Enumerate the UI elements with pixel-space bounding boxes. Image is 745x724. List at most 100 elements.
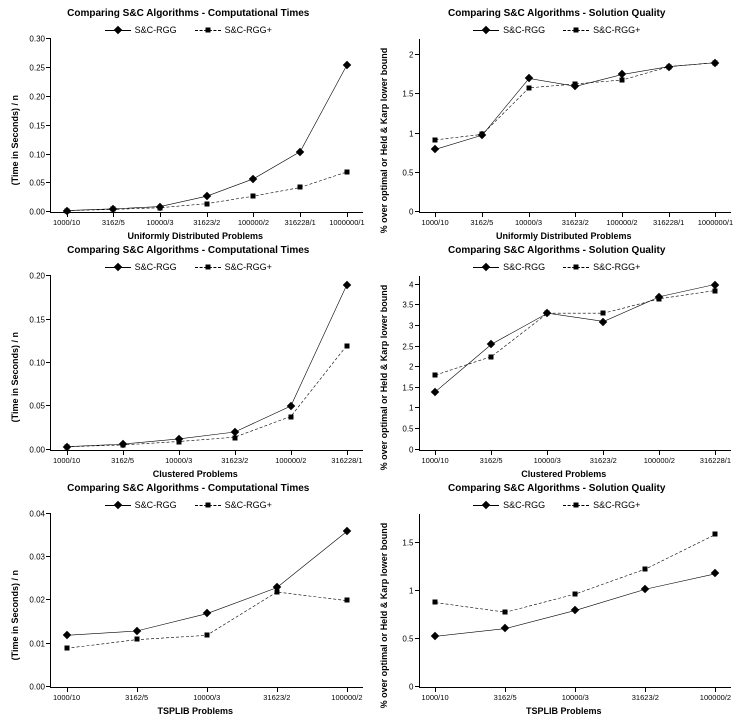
legend: S&C-RGGS&C-RGG+ xyxy=(473,25,640,35)
x-axis-label: TSPLIB Problems xyxy=(22,706,369,716)
chart-panel: Comparing S&C Algorithms - Computational… xyxy=(8,8,369,241)
x-tick-label: 100000/2 xyxy=(700,693,731,702)
y-tick-label: 0.03 xyxy=(29,553,45,562)
x-tick-label: 31623/2 xyxy=(632,693,659,702)
legend-label: S&C-RGG+ xyxy=(225,262,272,272)
square-icon xyxy=(713,60,718,65)
legend-item: S&C-RGG+ xyxy=(563,262,640,272)
legend-item: S&C-RGG xyxy=(473,262,545,272)
square-icon xyxy=(298,185,303,190)
y-axis-label: % over optimal or Held & Karp lower boun… xyxy=(377,39,391,241)
y-tick-label: 1.5 xyxy=(402,383,413,392)
chart-panel: Comparing S&C Algorithms - Computational… xyxy=(8,245,369,478)
legend: S&C-RGG S&C-RGG+ xyxy=(105,262,272,272)
chart-title: Comparing S&C Algorithms - Solution Qual… xyxy=(448,483,665,494)
plot-area: 00.511.522.533.541000/103162/510000/3316… xyxy=(419,276,732,450)
legend-label: S&C-RGG+ xyxy=(225,25,272,35)
x-tick-label: 3162/5 xyxy=(494,693,517,702)
plot-area: 0.000.050.100.150.200.250.301000/103162/… xyxy=(50,39,363,213)
chart-panel: Comparing S&C Algorithms - Computational… xyxy=(8,483,369,716)
y-tick-label: 0.5 xyxy=(402,168,413,177)
x-tick-label: 316228/1 xyxy=(700,456,731,465)
y-tick-label: 3 xyxy=(409,321,413,330)
legend-item: S&C-RGG+ xyxy=(563,25,640,35)
diamond-icon xyxy=(105,262,131,272)
plot-area: 00.511.51000/103162/510000/331623/210000… xyxy=(419,514,732,688)
y-tick-label: 0 xyxy=(409,208,413,217)
square-icon xyxy=(433,137,438,142)
square-icon xyxy=(158,205,163,210)
square-icon xyxy=(232,435,237,440)
square-icon xyxy=(573,81,578,86)
diamond-icon xyxy=(473,262,499,272)
square-icon xyxy=(666,64,671,69)
x-tick-label: 3162/5 xyxy=(470,218,493,227)
square-icon xyxy=(563,25,589,35)
y-tick-label: 1.5 xyxy=(402,90,413,99)
square-icon xyxy=(503,609,508,614)
square-icon xyxy=(344,598,349,603)
chart-title: Comparing S&C Algorithms - Computational… xyxy=(67,8,309,19)
y-tick-label: 0.05 xyxy=(29,179,45,188)
y-tick-label: 4 xyxy=(409,280,413,289)
x-tick-label: 10000/3 xyxy=(562,693,589,702)
legend-item: S&C-RGG+ xyxy=(195,500,272,510)
square-icon xyxy=(344,343,349,348)
plot-area: 0.000.010.020.030.041000/103162/510000/3… xyxy=(50,514,363,688)
x-tick-label: 100000/2 xyxy=(238,218,269,227)
x-tick-label: 10000/3 xyxy=(534,456,561,465)
x-tick-label: 100000/2 xyxy=(331,693,362,702)
legend-label: S&C-RGG xyxy=(503,262,545,272)
legend-label: S&C-RGG xyxy=(135,262,177,272)
x-tick-label: 100000/2 xyxy=(606,218,637,227)
square-icon xyxy=(433,600,438,605)
y-tick-label: 0.20 xyxy=(29,272,45,281)
legend: S&C-RGGS&C-RGG+ xyxy=(473,500,640,510)
legend-item: S&C-RGG xyxy=(105,262,177,272)
x-tick-label: 31623/2 xyxy=(193,218,220,227)
x-tick-label: 3162/5 xyxy=(102,218,125,227)
x-tick-label: 1000/10 xyxy=(422,456,449,465)
y-tick-label: 0.20 xyxy=(29,92,45,101)
square-icon xyxy=(563,500,589,510)
y-tick-label: 1 xyxy=(409,404,413,413)
y-tick-label: 0 xyxy=(409,445,413,454)
legend-label: S&C-RGG xyxy=(135,25,177,35)
y-tick-label: 1.5 xyxy=(402,538,413,547)
y-tick-label: 0.02 xyxy=(29,596,45,605)
y-axis-label: % over optimal or Held & Karp lower boun… xyxy=(377,276,391,478)
square-icon xyxy=(134,637,139,642)
legend-item: S&C-RGG xyxy=(105,500,177,510)
chart-title: Comparing S&C Algorithms - Solution Qual… xyxy=(448,245,665,256)
legend-label: S&C-RGG+ xyxy=(225,500,272,510)
y-tick-label: 0.15 xyxy=(29,121,45,130)
y-tick-label: 0.5 xyxy=(402,634,413,643)
y-tick-label: 2.5 xyxy=(402,342,413,351)
square-icon xyxy=(204,201,209,206)
y-tick-label: 0.10 xyxy=(29,359,45,368)
y-tick-label: 0.25 xyxy=(29,63,45,72)
y-tick-label: 0 xyxy=(409,682,413,691)
legend-label: S&C-RGG+ xyxy=(593,262,640,272)
x-tick-label: 316228/1 xyxy=(285,218,316,227)
legend: S&C-RGG S&C-RGG+ xyxy=(105,500,272,510)
diamond-icon xyxy=(473,500,499,510)
x-tick-label: 316228/1 xyxy=(331,456,362,465)
y-axis-label: (Time in Seconds) / n xyxy=(8,39,22,241)
square-icon xyxy=(619,77,624,82)
square-icon xyxy=(195,262,221,272)
legend-item: S&C-RGG xyxy=(105,25,177,35)
diamond-icon xyxy=(105,25,131,35)
x-tick-label: 316228/1 xyxy=(653,218,684,227)
square-icon xyxy=(111,207,116,212)
square-icon xyxy=(176,439,181,444)
legend-label: S&C-RGG+ xyxy=(593,500,640,510)
y-tick-label: 2 xyxy=(409,363,413,372)
y-tick-label: 0.10 xyxy=(29,150,45,159)
x-tick-label: 1000/10 xyxy=(422,693,449,702)
x-tick-label: 3162/5 xyxy=(480,456,503,465)
x-tick-label: 1000/10 xyxy=(53,693,80,702)
chart-panel: Comparing S&C Algorithms - Solution Qual… xyxy=(377,8,738,241)
x-tick-label: 10000/3 xyxy=(165,456,192,465)
square-icon xyxy=(433,373,438,378)
